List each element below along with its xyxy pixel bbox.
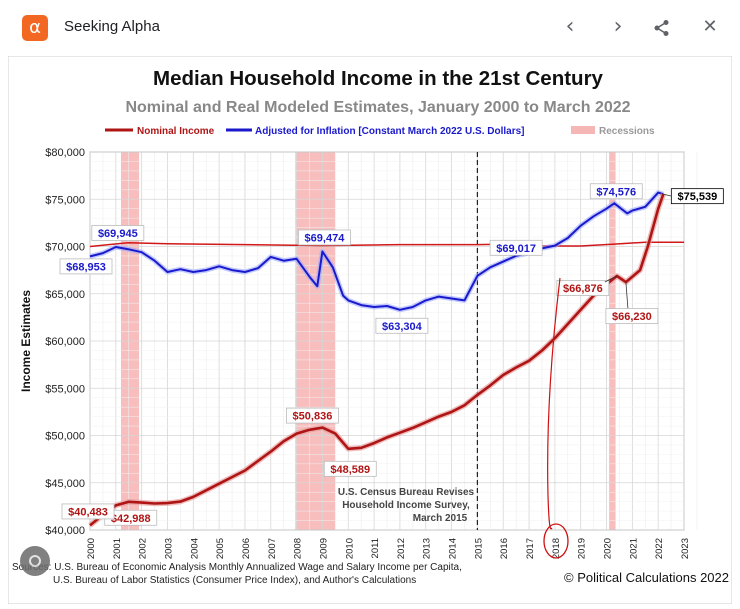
x-tick-label: 2015 (473, 538, 484, 559)
adjusted-series-line (89, 191, 664, 311)
legend-swatch-recessions (571, 126, 595, 134)
x-tick-label: 2006 (241, 538, 252, 559)
value-label: $69,474 (305, 232, 346, 244)
census-annotation: U.S. Census Bureau Revises Household Inc… (338, 487, 475, 524)
sources-line-1: Sources: U.S. Bureau of Economic Analysi… (12, 562, 462, 573)
value-label-box (489, 239, 543, 256)
x-tick-label: 2007 (267, 538, 278, 559)
value-label-box (59, 258, 113, 275)
y-tick-label: $65,000 (45, 289, 85, 301)
value-label-box (323, 460, 377, 477)
x-tick-label: 2022 (654, 538, 665, 559)
value-label-box (605, 308, 659, 325)
y-tick-label: $70,000 (45, 242, 85, 254)
chevron-left-icon[interactable]: ‹ (565, 14, 575, 39)
value-label: $69,945 (98, 228, 138, 240)
app-title: Seeking Alpha (64, 18, 160, 35)
x-tick-label: 2018 (551, 538, 562, 559)
credit: © Political Calculations 2022 (564, 570, 729, 585)
value-label: $48,589 (330, 464, 370, 476)
leader-line (604, 275, 618, 283)
y-tick-label: $60,000 (45, 336, 85, 348)
hand-drawn-circle (543, 523, 569, 559)
x-tick-label: 2012 (396, 538, 407, 559)
value-label: $75,539 (677, 191, 717, 203)
value-label: $40,483 (68, 506, 108, 518)
x-tick-label: 2021 (628, 538, 639, 559)
x-tick-label: 2011 (370, 538, 381, 558)
value-label-box (91, 225, 145, 241)
legend-nominal: Nominal Income (137, 126, 215, 137)
hand-drawn-markup (543, 277, 569, 559)
image-search-icon[interactable] (20, 546, 50, 576)
x-tick-label: 2005 (215, 538, 226, 559)
x-tick-label: 2014 (448, 538, 459, 559)
value-label: $63,304 (382, 321, 423, 333)
annotation-line-2: Household Income Survey, (342, 500, 470, 511)
x-tick-label: 2001 (112, 538, 123, 559)
viewer-title-bar: α Seeking Alpha ‹ › ✕ (0, 0, 740, 56)
close-icon[interactable]: ✕ (702, 16, 718, 37)
value-label-box (298, 229, 351, 246)
value-label: $66,230 (612, 311, 652, 323)
x-tick-label: 2004 (189, 538, 200, 559)
x-tick-label: 2019 (577, 538, 588, 559)
y-tick-label: $45,000 (45, 478, 85, 490)
y-tick-label: $75,000 (45, 194, 85, 206)
legend: Nominal Income Adjusted for Inflation [C… (105, 126, 655, 137)
annotation-line-1: U.S. Census Bureau Revises (338, 487, 475, 498)
chevron-right-icon[interactable]: › (613, 14, 623, 39)
seeking-alpha-logo-icon: α (22, 15, 48, 41)
x-tick-label: 2000 (86, 538, 97, 559)
leader-line (625, 282, 629, 309)
leader-line (663, 193, 672, 197)
chart-title: Median Household Income in the 21st Cent… (153, 67, 604, 90)
legend-adjusted: Adjusted for Inflation [Constant March 2… (255, 126, 524, 137)
x-tick-label: 2003 (163, 538, 174, 559)
value-label-box (286, 407, 339, 424)
x-tick-label: 2002 (138, 538, 149, 559)
y-tick-label: $80,000 (45, 147, 85, 159)
value-label-box (589, 183, 643, 200)
value-label-box (556, 280, 610, 296)
y-tick-label: $55,000 (45, 383, 85, 395)
income-chart: Median Household Income in the 21st Cent… (7, 55, 733, 605)
value-label: $69,017 (496, 243, 536, 255)
x-tick-label: 2009 (318, 538, 329, 559)
x-tick-label: 2016 (499, 538, 510, 559)
sources-line-2: U.S. Bureau of Labor Statistics (Consume… (53, 575, 416, 586)
reference-line (89, 241, 684, 248)
x-tick-label: 2010 (344, 538, 355, 559)
x-tick-label: 2013 (422, 538, 433, 559)
annotation-line-3: March 2015 (413, 513, 468, 524)
share-icon[interactable] (648, 14, 676, 42)
value-label: $74,576 (596, 186, 636, 198)
x-tick-label: 2020 (603, 538, 614, 559)
chart-subtitle: Nominal and Real Modeled Estimates, Janu… (125, 99, 630, 116)
x-tick-label: 2008 (293, 538, 304, 559)
value-label: $68,953 (66, 261, 106, 273)
value-label-box (61, 503, 115, 520)
value-label-box (375, 317, 429, 334)
chart-container: Median Household Income in the 21st Cent… (7, 55, 733, 605)
x-tick-label: 2017 (525, 538, 536, 559)
x-tick-label: 2023 (680, 538, 691, 559)
y-axis-label: Income Estimates (19, 290, 33, 392)
value-label: $50,836 (293, 411, 333, 423)
value-label: $66,876 (563, 283, 603, 295)
y-tick-label: $40,000 (45, 525, 85, 537)
legend-recessions: Recessions (599, 126, 655, 137)
value-label: $42,988 (111, 513, 151, 525)
y-tick-label: $50,000 (45, 431, 85, 443)
